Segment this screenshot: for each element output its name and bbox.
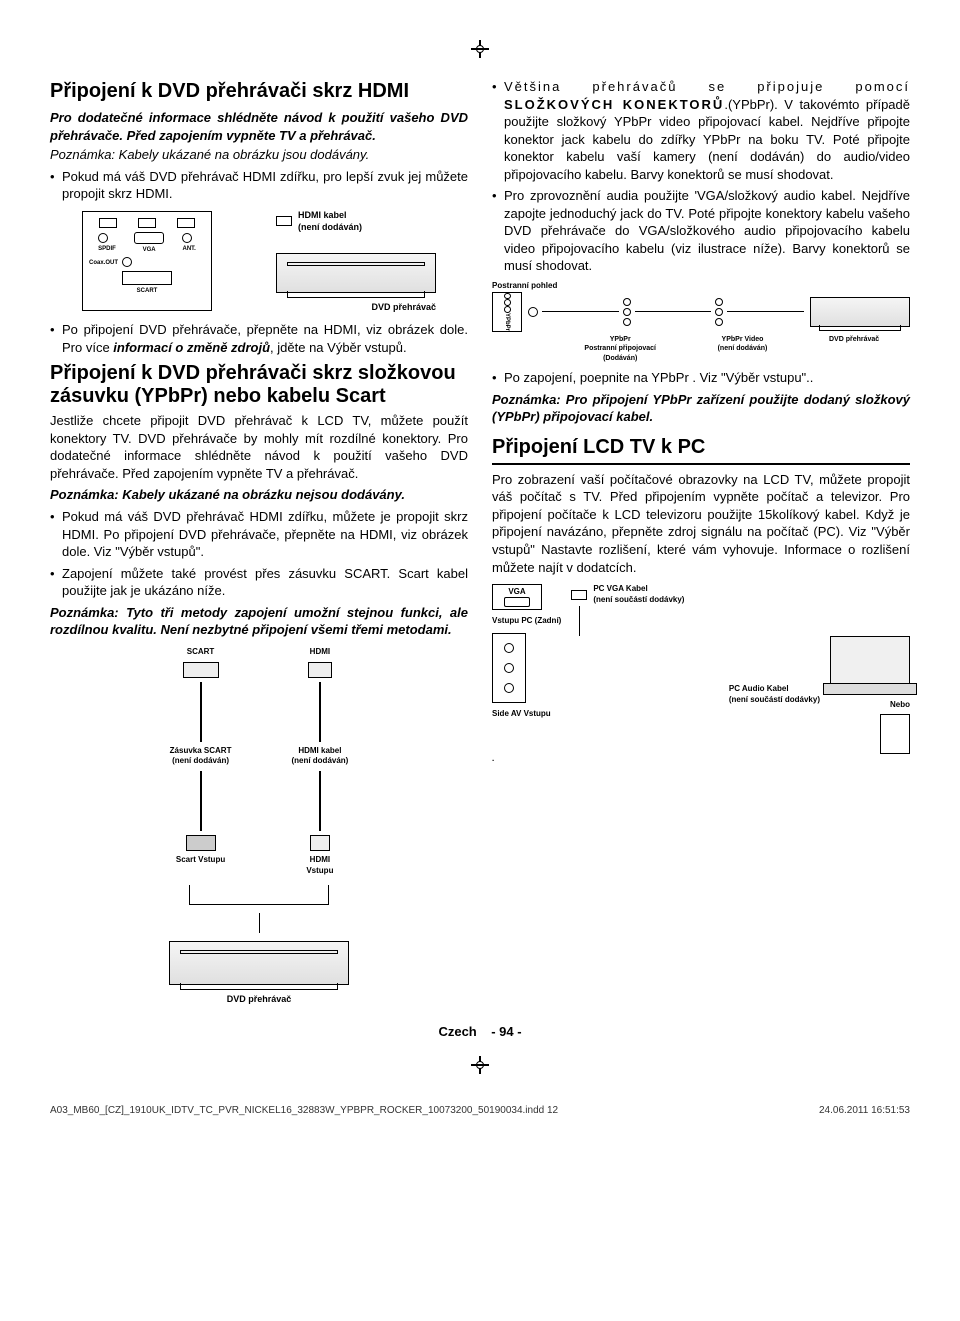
label-scart-socket: Zásuvka SCART — [170, 746, 232, 757]
label-ypbpr-2: YPbPr — [584, 335, 656, 344]
scart-plug-icon — [186, 835, 216, 851]
label-ypbpr-video: YPbPr Video(není dodáván) — [718, 335, 768, 354]
label-ant: ANT. — [182, 245, 195, 253]
label-spdif: SPDIF — [98, 245, 116, 253]
bullet-hdmi-2-text: Po připojení DVD přehrávače, přepněte na… — [62, 321, 468, 356]
note-cables-2: Poznámka: Kabely ukázané na obrázku nejs… — [50, 486, 468, 504]
heading-hdmi: Připojení k DVD přehrávači skrz HDMI — [50, 78, 468, 105]
label-vga: VGA — [134, 246, 164, 254]
label-hdmi-cable: HDMI kabel — [298, 209, 362, 221]
note-ypbpr: Poznámka: Pro připojení YPbPr zařízení p… — [492, 391, 910, 426]
label-scart-input: Scart Vstupu — [176, 855, 225, 866]
footer-page-number: - 94 - — [491, 1024, 521, 1039]
right-column: • Většina přehrávačů se připojuje pomocí… — [492, 78, 910, 773]
label-pc-vga-cable: PC VGA Kabel — [593, 584, 684, 595]
label-pc-inputs: Vstupu PC (Zadní) — [492, 616, 561, 627]
bullet-scart-1: • Pokud má váš DVD přehrávač HDMI zdířku… — [50, 508, 468, 561]
bullet-ypbpr-3: • Po zapojení, poepnite na YPbPr . Viz "… — [492, 369, 910, 387]
hdmi-connector-icon — [308, 662, 332, 678]
heading-pc: Připojení LCD TV k PC — [492, 434, 910, 465]
bullet-scart-2-text: Zapojení můžete také provést přes zásuvk… — [62, 565, 468, 600]
bullet-ypbpr-1: • Většina přehrávačů se připojuje pomocí… — [492, 78, 910, 183]
dvd-player-icon-3 — [810, 297, 910, 327]
bullet-hdmi-1: • Pokud má váš DVD přehrávač HDMI zdířku… — [50, 168, 468, 203]
label-hdmi-input: HDMIVstupu — [306, 855, 333, 877]
bullet-ypbpr-2: • Pro zprovoznění audia použijte 'VGA/sl… — [492, 187, 910, 275]
para-pc: Pro zobrazení vaší počítačové obrazovky … — [492, 471, 910, 576]
scart-connector-icon — [183, 662, 219, 678]
diagram-ypbpr: Postranní pohled YPbPr — [492, 281, 910, 363]
label-not-supplied-1: (není dodáván) — [298, 221, 362, 233]
label-pc-audio-cable: PC Audio Kabel — [729, 684, 820, 695]
para-ypbpr: Jestliže chcete připojit DVD přehrávač k… — [50, 412, 468, 482]
label-side-view: Postranní pohled — [492, 281, 910, 292]
desktop-icon — [880, 714, 910, 754]
label-dvd-player-3: DVD přehrávač — [829, 335, 879, 363]
label-coax: Coax.OUT — [89, 259, 118, 267]
label-vga-box: VGA — [504, 587, 530, 598]
label-scart: SCART — [89, 287, 205, 295]
heading-ypbpr-scart: Připojení k DVD přehrávači skrz složkovo… — [50, 362, 468, 408]
dvd-player-icon-2 — [169, 941, 349, 985]
label-not-part-2: (není součástí dodávky) — [729, 695, 820, 706]
bullet-scart-2: • Zapojení můžete také provést přes zásu… — [50, 565, 468, 600]
diagram-hdmi-connection: SPDIF VGA ANT. Coax.OUT SCART HDMI kabel… — [50, 209, 468, 313]
ypbpr-side-panel: YPbPr — [492, 292, 522, 332]
bullet-hdmi-2: • Po připojení DVD přehrávače, přepněte … — [50, 321, 468, 356]
label-dvd-player-2: DVD přehrávač — [227, 993, 292, 1005]
two-column-layout: Připojení k DVD přehrávači skrz HDMI Pro… — [50, 78, 910, 1013]
label-hdmi-top: HDMI — [310, 647, 330, 658]
bullet-ypbpr-3-text: Po zapojení, poepnite na YPbPr . Viz "Vý… — [504, 369, 910, 387]
footer-timestamp: 24.06.2011 16:51:53 — [819, 1104, 910, 1118]
label-or: Nebo — [830, 700, 910, 711]
left-column: Připojení k DVD přehrávači skrz HDMI Pro… — [50, 78, 468, 1013]
label-side-av: Side AV Vstupu — [492, 709, 561, 720]
dvd-player-icon — [276, 253, 436, 293]
label-hdmi-cable-2: HDMI kabel — [291, 746, 348, 757]
label-not-supplied-3: (není dodáván) — [291, 756, 348, 767]
bullet-scart-1-text: Pokud má váš DVD přehrávač HDMI zdířku, … — [62, 508, 468, 561]
footer-filename: A03_MB60_[CZ]_1910UK_IDTV_TC_PVR_NICKEL1… — [50, 1104, 558, 1118]
diagram-pc: VGA Vstupu PC (Zadní) Side AV Vstupu — [492, 584, 910, 765]
bullet-ypbpr-1-text: Většina přehrávačů se připojuje pomocí S… — [504, 78, 910, 183]
intro-text: Pro dodatečné informace shlédněte návod … — [50, 109, 468, 144]
hdmi-plug-icon-2 — [310, 835, 330, 851]
bullet-hdmi-1-text: Pokud má váš DVD přehrávač HDMI zdířku, … — [62, 168, 468, 203]
label-not-supplied-2: (není dodáván) — [170, 756, 232, 767]
tv-back-panel: SPDIF VGA ANT. Coax.OUT SCART — [82, 211, 212, 311]
label-scart-top: SCART — [187, 647, 215, 658]
document-footer: A03_MB60_[CZ]_1910UK_IDTV_TC_PVR_NICKEL1… — [50, 1104, 910, 1118]
label-not-part-1: (není součástí dodávky) — [593, 595, 684, 606]
vga-box: VGA — [492, 584, 542, 610]
laptop-icon — [830, 636, 910, 686]
label-ypbpr-side: Postranní připojovací(Dodáván) — [584, 344, 656, 363]
note-cables-1: Poznámka: Kabely ukázané na obrázku jsou… — [50, 146, 468, 164]
side-av-panel — [492, 633, 526, 703]
note-three-methods: Poznámka: Tyto tři metody zapojení umožn… — [50, 604, 468, 639]
footer-language: Czech — [438, 1024, 476, 1039]
bullet-ypbpr-2-text: Pro zprovoznění audia použijte 'VGA/slož… — [504, 187, 910, 275]
diagram-scart-hdmi: SCART Zásuvka SCART (není dodáván) Scart… — [50, 647, 468, 1005]
registration-mark-bottom — [471, 1056, 489, 1074]
hdmi-plug-icon — [276, 216, 292, 226]
registration-mark-top — [471, 40, 489, 58]
label-ypbpr-vert: YPbPr — [503, 313, 511, 331]
page-footer: Czech - 94 - — [50, 1023, 910, 1041]
label-dvd-player-1: DVD přehrávač — [276, 301, 436, 313]
